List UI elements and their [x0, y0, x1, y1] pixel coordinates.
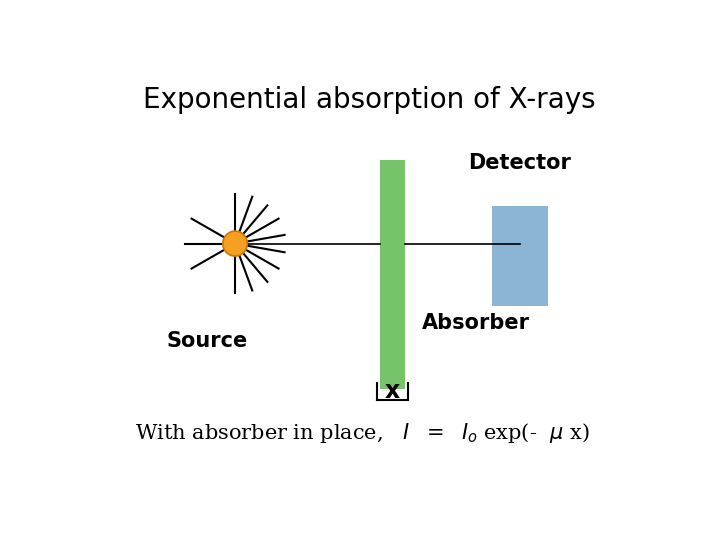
Text: Exponential absorption of X-rays: Exponential absorption of X-rays: [143, 85, 595, 113]
Text: Detector: Detector: [468, 153, 571, 173]
Text: x: x: [385, 379, 400, 403]
Text: Absorber: Absorber: [422, 313, 530, 333]
Bar: [380, 160, 405, 389]
Ellipse shape: [222, 231, 248, 256]
Text: With absorber in place,   $I$  $=$  $I_o$ exp(-  $\mu$ x): With absorber in place, $I$ $=$ $I_o$ ex…: [135, 421, 589, 445]
Bar: [492, 206, 547, 306]
Text: Source: Source: [166, 331, 248, 351]
